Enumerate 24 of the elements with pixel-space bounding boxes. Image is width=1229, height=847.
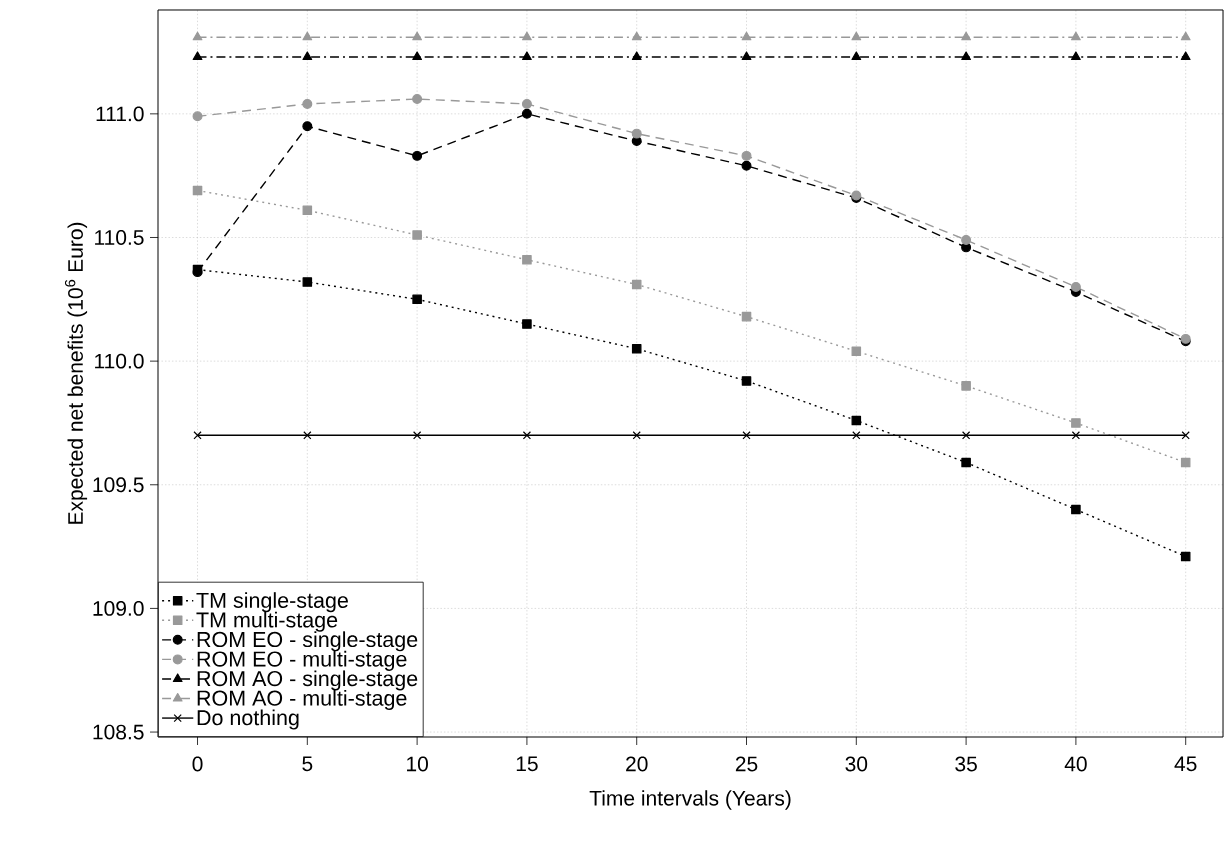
x-tick-label: 45 [1174,756,1197,772]
x-tick-label: 5 [302,756,313,772]
y-tick-label: 110.0 [95,353,144,369]
legend-label: ROM AO - single-stage [197,670,418,691]
legend-label: TM single-stage [196,592,348,613]
legend-label: ROM EO - multi-stage [197,650,407,671]
x-tick-label: 30 [845,756,868,772]
y-tick-label: 109.0 [93,600,144,616]
x-tick-label: 10 [407,756,428,772]
x-tick-label: 40 [1064,756,1087,772]
y-axis-title: Expected net benefits (10$^{6}$ Euro) [64,222,88,524]
x-tick-label: 0 [192,756,203,772]
legend-label: TM multi-stage [196,611,338,632]
y-tick-label: 109.5 [93,477,144,493]
y-tick-label: 111.0 [96,106,144,122]
legend-label: ROM EO - single-stage [197,631,418,652]
legend-label: Do nothing [197,709,299,730]
x-tick-label: 20 [626,756,648,772]
y-tick-label: 108.5 [93,724,144,740]
x-tick-label: 15 [516,756,538,772]
x-tick-label: 25 [735,756,758,772]
x-axis-title: Time intervals (Years) [589,790,791,810]
y-tick-label: 110.5 [95,230,144,245]
x-tick-label: 35 [955,756,977,772]
